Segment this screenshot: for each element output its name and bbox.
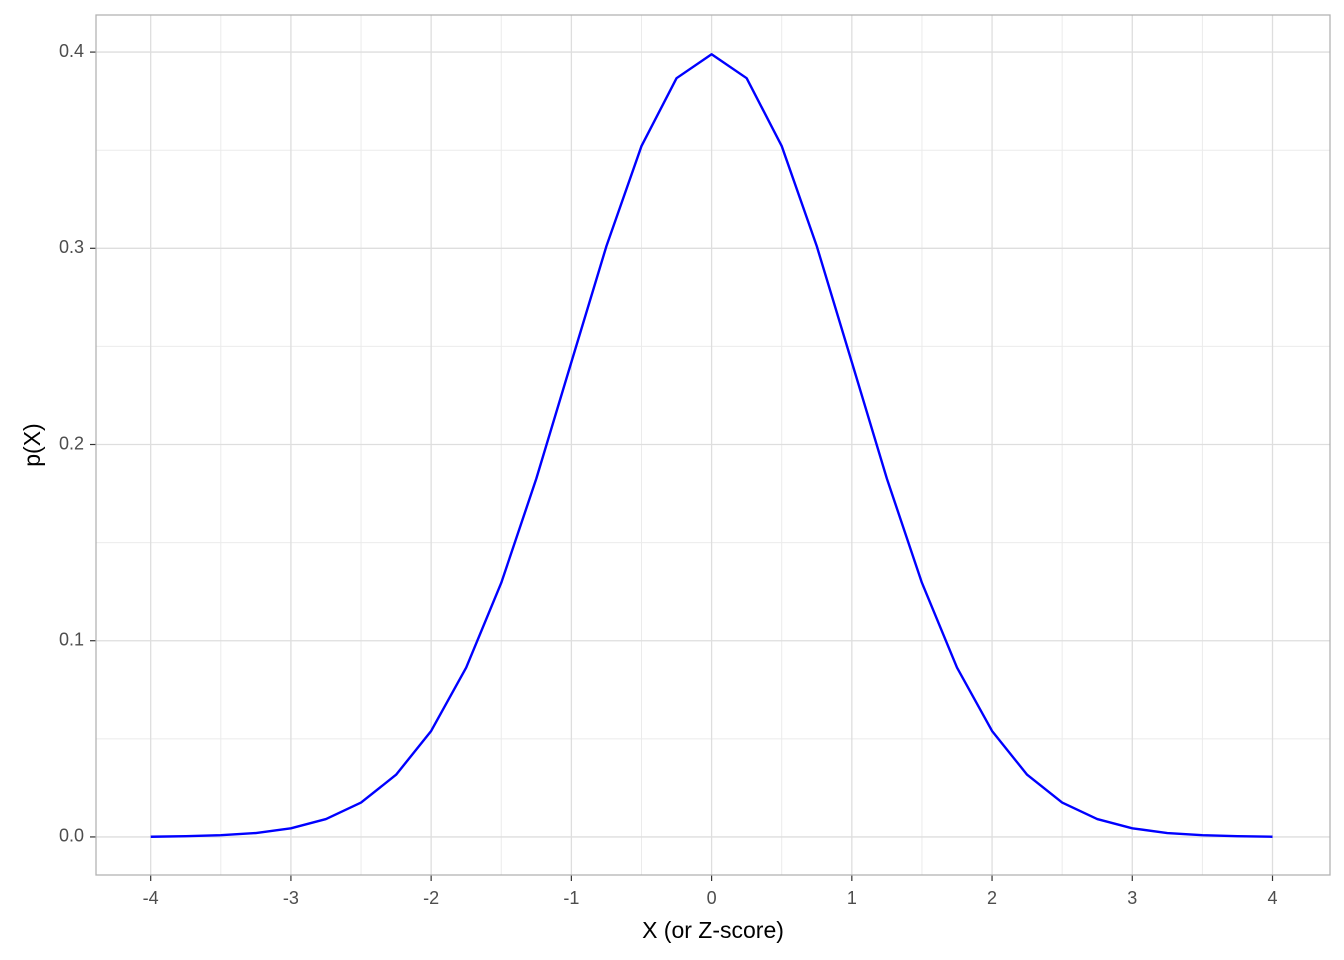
- x-tick-label: -4: [143, 888, 159, 908]
- y-tick-label: 0.4: [59, 41, 84, 61]
- y-axis-title: p(X): [19, 423, 45, 466]
- x-tick-label: 1: [847, 888, 857, 908]
- panel-border: [95, 14, 1331, 876]
- x-tick-label: -1: [563, 888, 579, 908]
- line-series: [150, 53, 1273, 838]
- x-tick-label: -2: [423, 888, 439, 908]
- x-tick-label: 0: [707, 888, 717, 908]
- y-tick-label: 0.2: [59, 433, 84, 453]
- y-tick-label: 0.0: [59, 826, 84, 846]
- x-tick-label: 3: [1127, 888, 1137, 908]
- x-tick-label: -3: [283, 888, 299, 908]
- x-tick-label: 2: [987, 888, 997, 908]
- x-tick-label: 4: [1267, 888, 1277, 908]
- y-tick-label: 0.1: [59, 629, 84, 649]
- x-axis-title: X (or Z-score): [642, 917, 784, 943]
- y-tick-label: 0.3: [59, 237, 84, 257]
